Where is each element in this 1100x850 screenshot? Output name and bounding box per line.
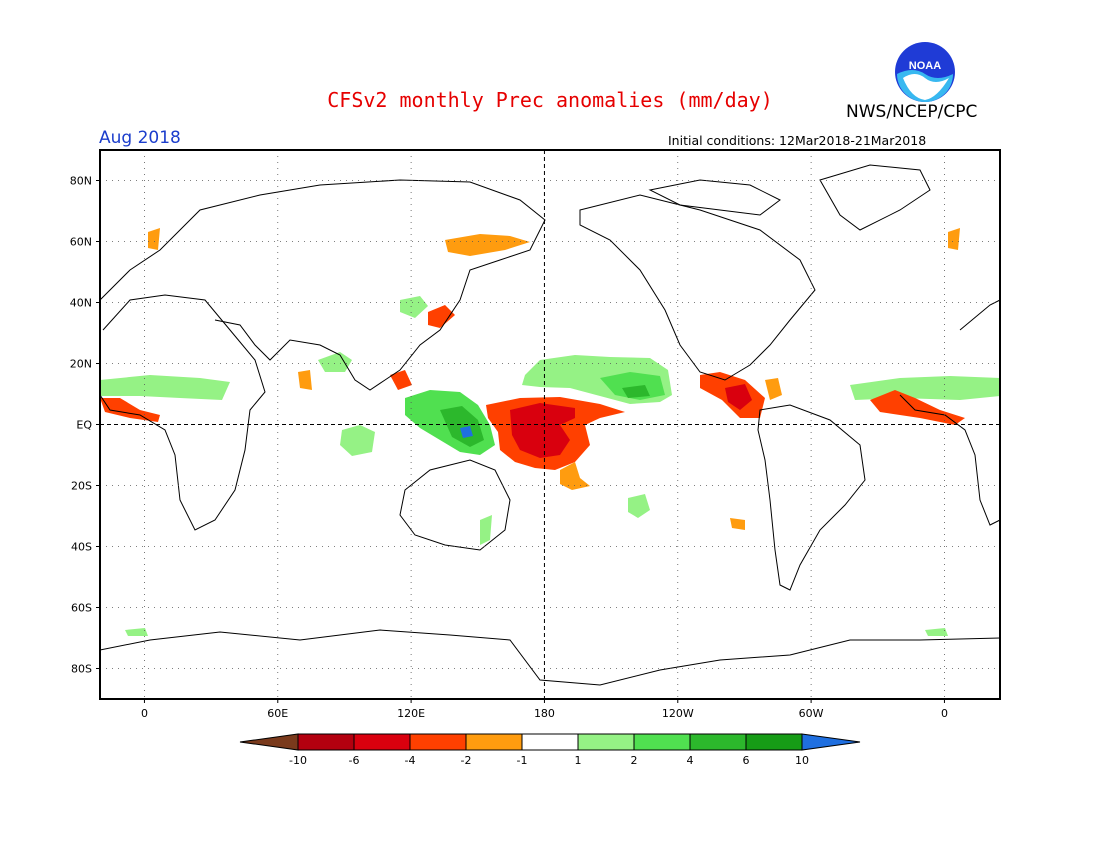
lon-tick-label: 0 (941, 707, 948, 720)
lat-tick-label: 80S (71, 663, 92, 676)
lat-tick-label: 20N (70, 358, 92, 371)
logo-text: NOAA (909, 60, 941, 72)
lat-tick-label: 40N (70, 297, 92, 310)
wet-anomaly-tasman (480, 515, 492, 545)
dry-anomaly-scandinavia (148, 228, 160, 250)
coast-south-america (757, 404, 866, 591)
coast-eurasia (99, 179, 546, 391)
dry-anomaly-south-atlantic (730, 518, 745, 530)
wet-core-north-pacific (600, 372, 665, 400)
colorbar-label: 2 (631, 754, 638, 767)
coast-north-america (579, 194, 816, 381)
wet-anomaly-west-africa-atlantic (100, 375, 230, 400)
reference-lines (100, 150, 1000, 699)
colorbar-bin (689, 733, 747, 751)
colorbar-bin (465, 733, 523, 751)
colorbar-label: -6 (349, 754, 360, 767)
dry-anomaly-panama (765, 378, 782, 400)
dry-anomaly-gulf-of-guinea-west (100, 398, 160, 422)
colorbar-label: -4 (405, 754, 416, 767)
dry-anomaly-japan (428, 305, 455, 328)
wet-strong-maritime-continent (440, 406, 484, 447)
lon-tick-label: 120E (397, 707, 425, 720)
coast-arctic-islands (648, 179, 781, 216)
coast-africa-right (899, 299, 1001, 526)
wet-anomaly-southern-ocean-a (125, 628, 148, 636)
anomaly-fields (100, 228, 1000, 636)
colorbar-label: 4 (687, 754, 694, 767)
colorbar-bin (353, 733, 411, 751)
dry-core-east-pacific (725, 384, 752, 410)
wet-anomaly-southern-ocean-b (925, 628, 948, 636)
colorbar-bin (521, 733, 579, 751)
coastlines (99, 164, 1001, 686)
colorbar-label: 1 (575, 754, 582, 767)
wet-anomaly-bay-of-bengal (318, 352, 352, 372)
dry-anomaly-scandinavia-right (948, 228, 960, 250)
axis-ticks: 80N 60N 40N 20N EQ 20S 40S 60S 80S 0 60E 120E 180 120… (70, 175, 948, 721)
colorbar-low-arrow (239, 733, 299, 751)
gridlines (100, 150, 1000, 699)
colorbar-label: -2 (461, 754, 472, 767)
dry-anomaly-north-pacific (445, 234, 530, 256)
colorbar-high-arrow (801, 733, 861, 751)
organization-label: NWS/NCEP/CPC (846, 102, 978, 122)
lat-tick-label: 20S (71, 480, 92, 493)
dry-light-central-pacific (560, 462, 590, 490)
lon-tick-label: 180 (534, 707, 555, 720)
colorbar-label: -1 (517, 754, 528, 767)
dry-anomaly-philippine-sea (390, 370, 412, 390)
map-title: CFSv2 monthly Prec anomalies (mm/day) (327, 88, 773, 112)
wet-strong-north-pacific (622, 385, 650, 398)
lat-tick-label: 80N (70, 175, 92, 188)
colorbar-label: 10 (795, 754, 809, 767)
colorbar-label: 6 (743, 754, 750, 767)
wet-anomaly-atlantic-itcz (850, 376, 1000, 400)
dry-anomaly-gulf-of-guinea-east (870, 390, 965, 425)
forecast-month: Aug 2018 (99, 128, 181, 148)
lon-tick-label: 0 (141, 707, 148, 720)
lat-tick-label: EQ (76, 419, 92, 432)
coast-australia (399, 459, 511, 551)
dry-anomaly-india (298, 370, 312, 390)
colorbar-bin (745, 733, 803, 751)
colorbar: -10 -6 -4 -2 -1 1 2 4 6 10 (239, 733, 861, 767)
noaa-logo: NOAA (895, 42, 955, 102)
lat-tick-label: 60S (71, 602, 92, 615)
lat-tick-label: 40S (71, 541, 92, 554)
colorbar-bin (409, 733, 467, 751)
colorbar-bin (633, 733, 691, 751)
wet-anomaly-indian-ocean (340, 425, 375, 456)
initial-conditions: Initial conditions: 12Mar2018-21Mar2018 (668, 133, 927, 148)
wet-anomaly-south-pacific (628, 494, 650, 518)
lat-tick-label: 60N (70, 236, 92, 249)
colorbar-label: -10 (289, 754, 307, 767)
wet-anomaly-japan-sea (400, 296, 428, 318)
dry-core-central-pacific (510, 403, 575, 458)
coast-greenland (819, 164, 931, 231)
coast-africa (99, 294, 266, 531)
wet-extreme-maritime-continent (460, 426, 473, 438)
lon-tick-label: 120W (662, 707, 694, 720)
colorbar-bin (577, 733, 635, 751)
coast-antarctica (99, 629, 1001, 686)
lon-tick-label: 60W (799, 707, 824, 720)
colorbar-bin (297, 733, 355, 751)
lon-tick-label: 60E (267, 707, 288, 720)
